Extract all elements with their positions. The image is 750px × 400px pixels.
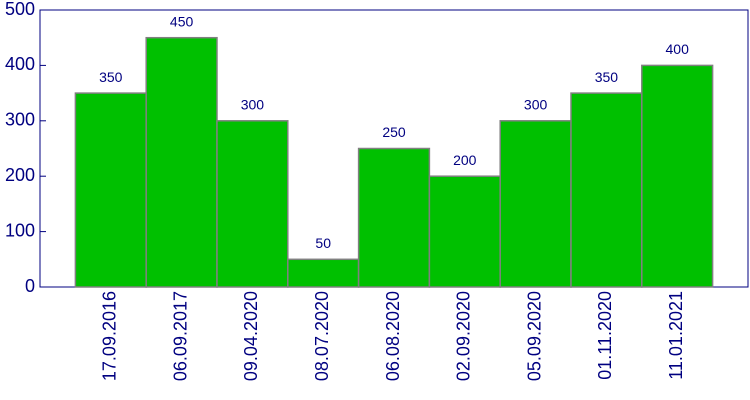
x-tick-label: 06.08.2020	[383, 291, 403, 381]
bar	[287, 258, 360, 288]
x-tick-label: 17.09.2016	[100, 291, 120, 381]
bar	[641, 64, 714, 288]
bar	[145, 36, 218, 288]
value-label: 300	[524, 97, 548, 113]
y-tick-label: 400	[5, 54, 35, 74]
x-tick-label: 01.11.2020	[595, 291, 615, 380]
value-label: 250	[382, 124, 406, 140]
value-label: 450	[170, 13, 194, 29]
value-label: 300	[241, 97, 265, 113]
value-label: 400	[666, 41, 690, 57]
value-label: 350	[99, 69, 123, 85]
value-label: 50	[315, 235, 331, 251]
x-tick-label: 08.07.2020	[312, 291, 332, 381]
bar	[428, 175, 501, 288]
x-tick-label: 06.09.2017	[170, 291, 190, 381]
y-tick-label: 200	[5, 165, 35, 185]
bar	[74, 92, 147, 288]
value-label: 350	[595, 69, 619, 85]
x-tick-label: 11.01.2021	[666, 291, 686, 380]
bar	[570, 92, 643, 288]
x-tick-label: 09.04.2020	[241, 291, 261, 381]
y-tick-label: 500	[5, 0, 35, 19]
bar	[357, 147, 431, 288]
bar	[499, 120, 572, 288]
x-tick-label: 02.09.2020	[454, 291, 474, 381]
y-tick-label: 0	[25, 276, 35, 296]
x-tick-label: 05.09.2020	[524, 291, 544, 381]
y-tick-label: 300	[5, 110, 35, 130]
bar	[216, 120, 289, 288]
value-label: 200	[453, 152, 477, 168]
y-tick-label: 100	[5, 220, 35, 240]
